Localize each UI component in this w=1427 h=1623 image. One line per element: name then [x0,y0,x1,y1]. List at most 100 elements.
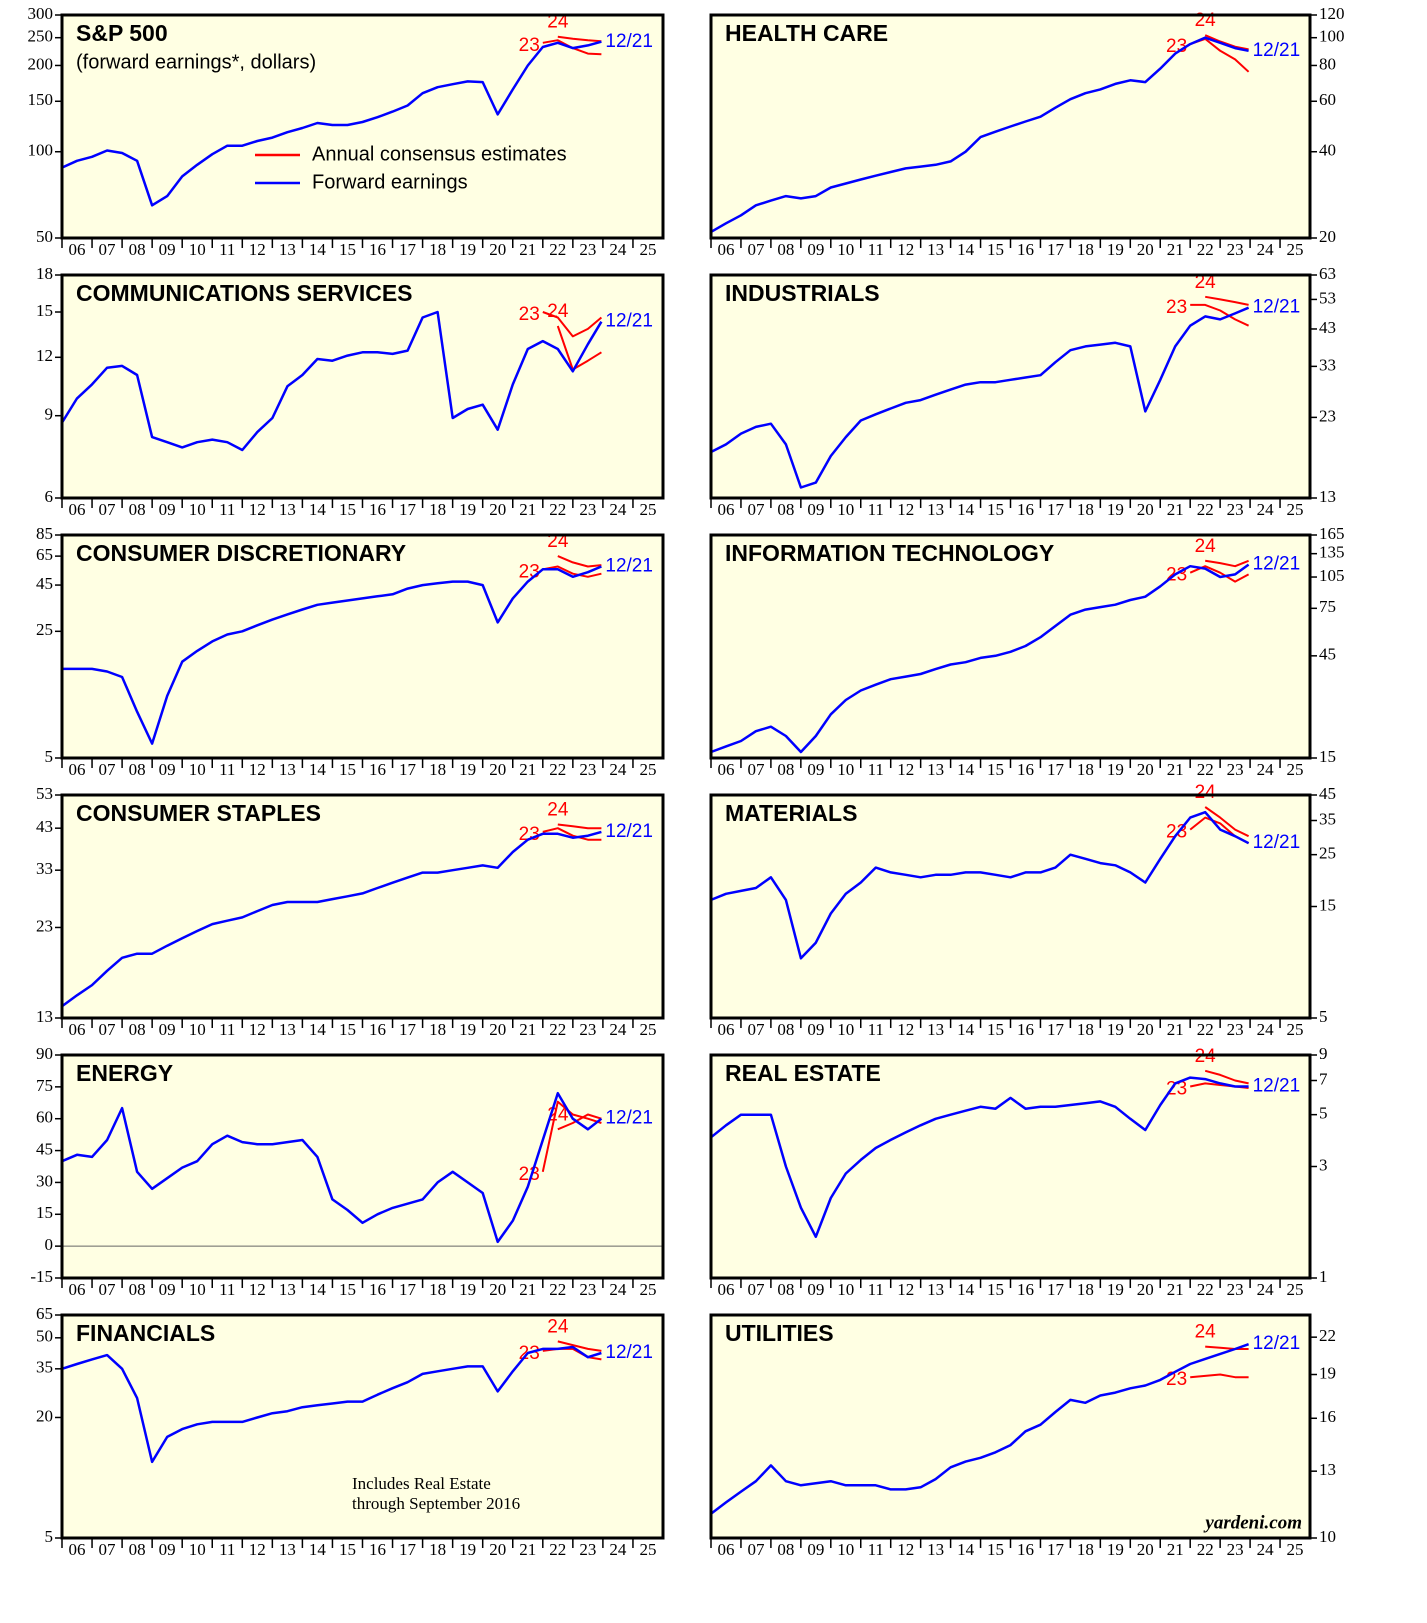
x-tick-label: 14 [957,500,975,519]
x-tick-label: 09 [807,1020,824,1039]
x-tick-label: 19 [459,240,476,259]
series-label: 24 [547,301,569,322]
x-tick-label: 24 [609,1540,627,1559]
plot-frame [60,1053,665,1280]
y-tick-label: 15 [1319,747,1336,766]
series-line [557,555,602,568]
series-label: 23 [519,304,540,325]
panel: 5 25 45 65 85 06 07 08 09 10 11 12 13 14 15 16 17 18 19 20 2… [36,524,665,779]
x-tick-label: 15 [339,760,356,779]
y-tick-label: 7 [1319,1069,1328,1088]
x-tick-label: 19 [1107,240,1124,259]
series-line [1190,1373,1249,1379]
x-tick-label: 25 [639,1280,656,1299]
series-label: 24 [1195,782,1217,803]
x-tick-label: 12 [249,1020,266,1039]
plot-frame [709,1313,1312,1540]
y-tick-label: 135 [1319,543,1345,562]
y-tick-label: 45 [36,574,53,593]
x-tick-label: 07 [99,1280,117,1299]
x-tick-label: 14 [957,1280,975,1299]
x-tick-label: 22 [549,1280,566,1299]
x-tick-label: 12 [249,1280,266,1299]
source: yardeni.com [1203,1512,1302,1533]
panel-title: CONSUMER STAPLES [76,800,321,826]
series-line [61,1091,603,1244]
x-tick-label: 17 [399,1280,417,1299]
x-tick-label: 11 [868,760,884,779]
y-tick-label: 10 [1319,1527,1336,1546]
panel-title: INFORMATION TECHNOLOGY [725,540,1054,566]
panel-title: HEALTH CARE [725,20,888,46]
legend-label: Forward earnings [312,171,468,193]
plot-area [62,15,663,238]
x-tick-label: 19 [459,1280,476,1299]
y-tick-label: 90 [36,1044,53,1063]
x-tick-label: 25 [1287,760,1304,779]
x-tick-label: 17 [1047,1280,1065,1299]
x-tick-label: 14 [957,1020,975,1039]
series-line [62,565,602,745]
y-tick-label: 45 [1319,645,1336,664]
x-tick-label: 16 [1017,1540,1034,1559]
x-tick-label: 07 [99,1020,117,1039]
panel-title: REAL ESTATE [725,1060,881,1086]
x-tick-label: 09 [159,760,176,779]
series-label: 12/21 [605,821,653,842]
x-tick-label: 21 [519,240,536,259]
y-tick-label: 250 [28,27,54,46]
x-tick-label: 13 [927,1540,944,1559]
y-tick-label: 50 [36,1327,53,1346]
x-tick-label: 22 [1197,1540,1214,1559]
x-tick-label: 08 [777,1540,794,1559]
x-tick-label: 16 [369,1280,386,1299]
plot-area [711,1315,1310,1538]
x-tick-label: 24 [1257,1540,1275,1559]
x-tick-label: 24 [609,240,627,259]
x-tick-label: 10 [837,1540,854,1559]
y-tick-label: 80 [1319,54,1336,73]
x-tick-label: 23 [579,240,596,259]
series-label: 12/21 [1253,1333,1301,1354]
x-tick-label: 19 [459,1020,476,1039]
y-tick-label: 35 [1319,809,1336,828]
x-tick-label: 14 [957,240,975,259]
y-tick-label: 15 [36,301,53,320]
series-label: 24 [1195,10,1217,31]
x-tick-label: 09 [807,760,824,779]
x-tick-label: 20 [1137,760,1154,779]
series-label: 24 [547,12,569,33]
x-tick-label: 18 [429,240,446,259]
y-tick-label: 65 [36,545,53,564]
x-tick-label: 11 [219,1020,235,1039]
series-label: 23 [1166,1078,1187,1099]
series-label: 24 [1195,1322,1217,1343]
panel-title: CONSUMER DISCRETIONARY [76,540,406,566]
x-tick-label: 25 [1287,1540,1304,1559]
series-label: 12/21 [605,1342,653,1363]
x-tick-label: 15 [987,1020,1004,1039]
x-tick-label: 20 [489,1020,506,1039]
y-tick-label: 45 [1319,784,1336,803]
x-tick-label: 06 [69,1020,86,1039]
x-tick-label: 07 [747,1280,765,1299]
x-tick-label: 06 [718,1020,735,1039]
y-tick-label: 75 [1319,597,1336,616]
series-label: 24 [1195,536,1217,557]
x-tick-label: 09 [159,1540,176,1559]
x-tick-label: 08 [777,1020,794,1039]
x-tick-label: 10 [189,760,206,779]
x-tick-label: 18 [1077,1280,1094,1299]
y-tick-label: 16 [1319,1407,1336,1426]
x-tick-label: 23 [1227,760,1244,779]
y-tick-label: 3 [1319,1155,1328,1174]
series-label: 12/21 [605,555,653,576]
y-tick-label: 165 [1319,524,1345,543]
series-label: 12/21 [1253,832,1301,853]
x-tick-label: 25 [1287,1280,1304,1299]
x-tick-label: 22 [549,760,566,779]
x-tick-label: 12 [897,1540,914,1559]
x-tick-label: 15 [987,760,1004,779]
y-tick-label: 50 [36,227,53,246]
